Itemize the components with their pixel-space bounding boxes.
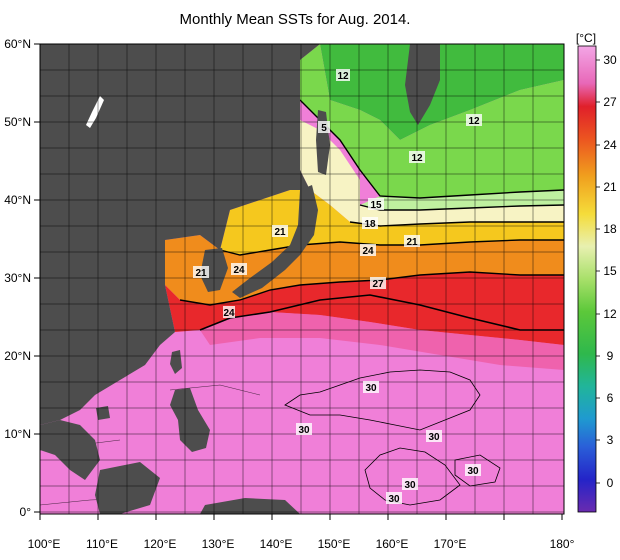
lon-label-140e: 140°E [260,537,293,551]
colorbar-unit-label: [°C] [576,31,596,45]
contour-label-24: 24 [362,246,374,257]
sst-9-band [320,44,564,140]
contour-30-loop-3 [454,454,501,487]
contour-label-18: 18 [364,219,376,230]
contour-label-24: 24 [223,308,235,319]
colorbar-tick-15: 15 [603,264,617,278]
lat-label-60n: 60°N [4,37,31,51]
contour-label-30: 30 [404,480,416,491]
colorbar-tick-18: 18 [603,222,617,236]
contour-label-21: 21 [406,237,418,248]
lon-label-120e: 120°E [144,537,177,551]
latitude-labels: 60°N 50°N 40°N 30°N 20°N 10°N 0° [4,37,31,519]
colorbar-tick-6: 6 [607,391,614,405]
contour-label-30: 30 [428,432,440,443]
contour-label-30: 30 [298,425,310,436]
kamchatka-land [405,44,440,125]
lat-label-0: 0° [20,505,32,519]
lat-label-30n: 30°N [4,271,31,285]
colorbar-tick-24: 24 [603,138,617,152]
contour-label-30: 30 [161,521,173,532]
new-guinea-land [200,498,300,514]
lat-label-20n: 20°N [4,349,31,363]
contour-label-5: 5 [321,123,327,134]
lon-label-100e: 100°E [28,537,61,551]
contour-24 [179,271,564,306]
colorbar: [°C] 0 3 6 9 12 15 18 21 24 27 30 [576,31,617,513]
longitude-labels: 100°E 110°E 120°E 130°E 140°E 150°E 160°… [28,537,575,551]
colorbar-gradient [577,45,597,513]
lon-label-180: 180° [550,537,575,551]
contour-value-labels: 12 5 12 12 15 18 21 21 24 24 21 27 24 30… [161,69,482,532]
sst-28-band [200,312,564,370]
contour-label-21: 21 [274,227,286,238]
borneo-land [95,462,160,514]
contour-label-21: 21 [195,268,207,279]
contour-label-27: 27 [372,279,384,290]
lon-label-160e: 160°E [376,537,409,551]
contour-label-12: 12 [468,116,480,127]
lat-label-10n: 10°N [4,427,31,441]
lat-label-50n: 50°N [4,115,31,129]
lon-label-150e: 150°E [318,537,351,551]
indochina-land [40,420,100,480]
contour-label-15: 15 [370,200,382,211]
lon-label-110e: 110°E [86,537,118,551]
contour-label-30: 30 [365,383,377,394]
colorbar-tick-27: 27 [603,95,617,109]
hainan-land [96,406,110,420]
contour-30-loop-2 [364,447,461,506]
philippines-land [170,388,210,452]
sst-12-band [300,44,564,198]
contour-label-12: 12 [337,71,349,82]
contour-label-24: 24 [233,265,245,276]
contour-label-30: 30 [388,494,400,505]
sst-24-band [165,235,564,305]
colorbar-tick-21: 21 [603,180,617,194]
map-plot-area: 12 5 12 12 15 18 21 21 24 24 21 27 24 30… [40,44,564,532]
contour-label-30: 30 [467,466,479,477]
lon-label-130e: 130°E [202,537,235,551]
contour-27 [199,294,564,331]
lat-label-40n: 40°N [4,193,31,207]
baikal-lake [86,96,104,128]
sst-27-band [165,272,564,345]
colorbar-tick-0: 0 [607,476,614,490]
sst-18-band [300,120,564,226]
colorbar-tick-30: 30 [603,53,617,67]
lon-label-170e: 170°E [434,537,467,551]
contour-21 [219,239,564,256]
axis-ticks [34,43,563,520]
map-title: Monthly Mean SSTs for Aug. 2014. [180,11,411,28]
map-frame [39,43,565,515]
colorbar-tick-9: 9 [607,349,614,363]
colorbar-tick-12: 12 [603,307,617,321]
colorbar-tick-3: 3 [607,433,614,447]
contour-label-12: 12 [411,153,423,164]
